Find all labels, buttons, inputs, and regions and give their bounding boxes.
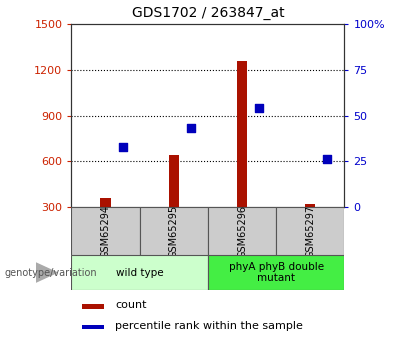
Bar [82, 305, 104, 309]
Bar [71, 255, 208, 290]
Text: GSM65297: GSM65297 [305, 205, 315, 258]
Point [187, 126, 194, 131]
Bar [169, 155, 179, 207]
Title: GDS1702 / 263847_at: GDS1702 / 263847_at [131, 6, 284, 20]
Text: count: count [115, 300, 147, 310]
Point [119, 144, 126, 149]
Text: GSM65294: GSM65294 [100, 205, 110, 258]
Point [324, 157, 331, 162]
Bar [71, 207, 139, 255]
Text: GSM65295: GSM65295 [169, 205, 179, 258]
Text: wild type: wild type [116, 268, 163, 277]
Bar [276, 207, 344, 255]
Bar [139, 207, 208, 255]
Bar [237, 61, 247, 207]
Text: genotype/variation: genotype/variation [4, 268, 97, 277]
Text: GSM65296: GSM65296 [237, 205, 247, 258]
Text: percentile rank within the sample: percentile rank within the sample [115, 321, 303, 331]
Bar [208, 207, 276, 255]
Bar [82, 325, 104, 329]
Text: phyA phyB double
mutant: phyA phyB double mutant [228, 262, 324, 283]
Bar [100, 198, 110, 207]
Bar [208, 255, 344, 290]
Bar [305, 204, 315, 207]
Point [256, 106, 262, 111]
Polygon shape [36, 263, 57, 282]
